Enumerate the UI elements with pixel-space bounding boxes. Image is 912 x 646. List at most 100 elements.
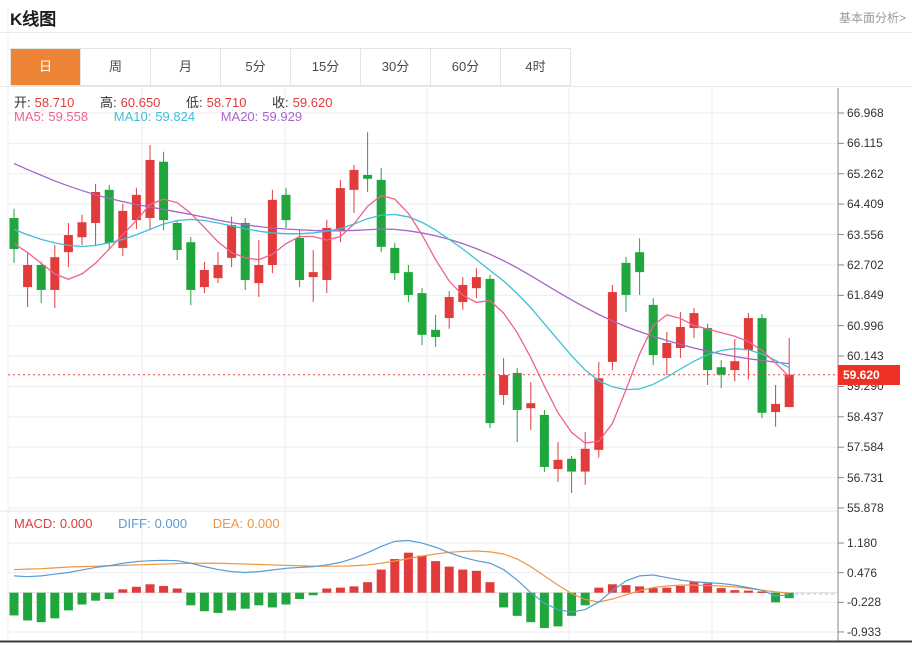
price-tick-5: 62.702 [847, 257, 884, 272]
ma10-label: MA10: [113, 109, 152, 124]
tab-30min[interactable]: 30分 [361, 49, 431, 85]
candle-body [213, 265, 223, 279]
last-price-tag: 59.620 [838, 364, 900, 385]
high-value: 60.650 [120, 95, 161, 110]
macd-hist-bar [145, 584, 155, 593]
macd-legend: MACD: 0.000 DIFF: 0.000 DEA: 0.000 [14, 516, 284, 531]
macd-hist-bar [635, 586, 645, 593]
macd-hist-bar [499, 592, 509, 608]
macd-hist-bar [281, 592, 291, 605]
close-label: 收: [272, 95, 289, 110]
macd-hist-bar [431, 561, 441, 593]
tab-bar-underline [0, 86, 912, 87]
interval-tab-bar: 日周月 5分 15分 30分 60分 4时 [10, 48, 571, 86]
candle-body [23, 265, 33, 288]
tab-60min[interactable]: 60分 [431, 49, 501, 85]
macd-tick-2: -0.228 [847, 595, 882, 610]
candle-body [539, 414, 549, 467]
price-tick-8: 60.143 [847, 349, 884, 364]
macd-hist-bar [308, 592, 318, 596]
candle-body [499, 375, 509, 395]
candle-body [567, 458, 577, 472]
macd-hist-bar [458, 569, 468, 593]
dea-line [13, 550, 790, 603]
tab-5min[interactable]: 5分 [221, 49, 291, 85]
diff-label: DIFF: [118, 516, 151, 531]
ma10-line [13, 213, 790, 391]
macd-hist-bar [363, 582, 373, 593]
candle-body [36, 265, 46, 290]
macd-hist-bar [104, 592, 114, 600]
macd-hist-bar [9, 592, 19, 616]
header-divider [0, 32, 912, 33]
macd-label: MACD: [14, 516, 56, 531]
tab-month[interactable]: 月 [151, 49, 221, 85]
candle-body [431, 329, 441, 337]
macd-hist-bar [91, 592, 101, 601]
candle-body [131, 194, 141, 221]
ohlc-legend: 开: 58.710 高: 60.650 低: 58.710 收: 59.620 [14, 92, 336, 111]
candle-body [349, 169, 359, 190]
macd-hist-bar [648, 588, 658, 593]
tab-week[interactable]: 周 [81, 49, 151, 85]
candle-body [417, 293, 427, 335]
macd-hist-bar [36, 592, 46, 623]
macd-hist-bar [227, 592, 237, 611]
macd-hist-bar [131, 586, 141, 593]
price-tick-13: 55.878 [847, 500, 884, 515]
macd-value: 0.000 [59, 516, 93, 531]
high-label: 高: [100, 95, 117, 110]
macd-hist-bar [390, 559, 400, 593]
macd-tick-0: 1.180 [847, 536, 878, 551]
low-value: 58.710 [206, 95, 247, 110]
fundamental-analysis-link[interactable]: 基本面分析> [838, 11, 906, 25]
candle-body [159, 161, 169, 221]
tab-day[interactable]: 日 [11, 49, 81, 85]
page-title: K线图 [10, 10, 57, 29]
macd-hist-bar [322, 588, 332, 593]
price-tick-11: 57.584 [847, 440, 884, 455]
candle-body [648, 304, 658, 356]
ma5-value: 59.558 [48, 109, 89, 124]
candle-body [240, 222, 250, 280]
price-tick-2: 65.262 [847, 166, 884, 181]
candle-body [784, 374, 794, 408]
price-tick-4: 63.556 [847, 227, 884, 242]
candle-body [186, 242, 196, 290]
macd-hist-bar [703, 583, 713, 593]
candle-body [607, 292, 617, 362]
macd-hist-bar [730, 590, 740, 593]
candle-body [227, 225, 237, 258]
macd-hist-bar [485, 582, 495, 593]
macd-hist-bar [77, 592, 87, 605]
macd-tick-3: -0.933 [847, 624, 882, 639]
macd-hist-bar [471, 570, 481, 593]
tab-15min[interactable]: 15分 [291, 49, 361, 85]
macd-hist-bar [50, 592, 60, 619]
candle-body [471, 277, 481, 289]
candle-body [553, 459, 563, 470]
ma20-label: MA20: [220, 109, 259, 124]
macd-hist-bar [159, 585, 169, 593]
candle-body [295, 237, 305, 280]
ma20-value: 59.929 [262, 109, 303, 124]
tab-4hour[interactable]: 4时 [501, 49, 570, 85]
macd-hist-bar [444, 566, 454, 593]
candle-body [771, 403, 781, 413]
macd-hist-bar [199, 592, 209, 612]
macd-hist-bar [118, 589, 128, 593]
macd-hist-bar [771, 592, 781, 603]
macd-hist-bar [240, 592, 250, 609]
candle-body [118, 210, 128, 248]
candle-body [145, 159, 155, 218]
candle-body [689, 313, 699, 329]
candle-body [716, 367, 726, 375]
ma5-line [13, 194, 790, 444]
macd-hist-bar [254, 592, 264, 606]
candle-body [376, 179, 386, 247]
macd-hist-bar [743, 590, 753, 593]
open-value: 58.710 [34, 95, 75, 110]
diff-value: 0.000 [154, 516, 188, 531]
ma10-value: 59.824 [155, 109, 196, 124]
